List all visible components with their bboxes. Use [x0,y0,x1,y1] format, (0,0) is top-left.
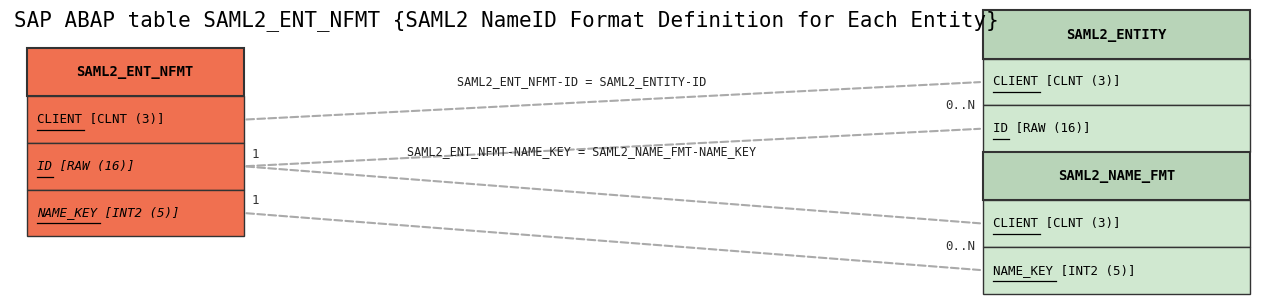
Text: 0..N: 0..N [945,99,975,112]
Text: SAML2_ENT_NFMT: SAML2_ENT_NFMT [77,65,193,79]
FancyBboxPatch shape [983,247,1251,294]
Text: SAML2_ENTITY: SAML2_ENTITY [1066,28,1167,42]
Text: 0..N: 0..N [945,240,975,254]
Text: SAML2_ENT_NFMT-ID = SAML2_ENTITY-ID: SAML2_ENT_NFMT-ID = SAML2_ENTITY-ID [457,75,707,88]
Text: ID [RAW (16)]: ID [RAW (16)] [37,160,134,173]
Text: NAME_KEY [INT2 (5)]: NAME_KEY [INT2 (5)] [37,206,179,219]
Text: NAME_KEY [INT2 (5)]: NAME_KEY [INT2 (5)] [993,264,1135,277]
FancyBboxPatch shape [27,143,243,190]
Text: SAML2_ENT_NFMT-NAME_KEY = SAML2_NAME_FMT-NAME_KEY: SAML2_ENT_NFMT-NAME_KEY = SAML2_NAME_FMT… [407,146,756,158]
Text: 1: 1 [251,148,259,161]
FancyBboxPatch shape [983,105,1251,152]
Text: CLIENT [CLNT (3)]: CLIENT [CLNT (3)] [993,217,1120,230]
Text: 1: 1 [251,195,259,207]
Text: CLIENT [CLNT (3)]: CLIENT [CLNT (3)] [993,75,1120,88]
FancyBboxPatch shape [27,48,243,96]
FancyBboxPatch shape [983,200,1251,247]
Text: SAP ABAP table SAML2_ENT_NFMT {SAML2 NameID Format Definition for Each Entity}: SAP ABAP table SAML2_ENT_NFMT {SAML2 Nam… [14,10,998,31]
FancyBboxPatch shape [983,59,1251,105]
Text: ID [RAW (16)]: ID [RAW (16)] [993,122,1091,135]
FancyBboxPatch shape [983,152,1251,200]
FancyBboxPatch shape [27,190,243,236]
Text: SAML2_NAME_FMT: SAML2_NAME_FMT [1059,169,1175,183]
Text: CLIENT [CLNT (3)]: CLIENT [CLNT (3)] [37,113,165,126]
FancyBboxPatch shape [27,96,243,143]
FancyBboxPatch shape [983,10,1251,59]
